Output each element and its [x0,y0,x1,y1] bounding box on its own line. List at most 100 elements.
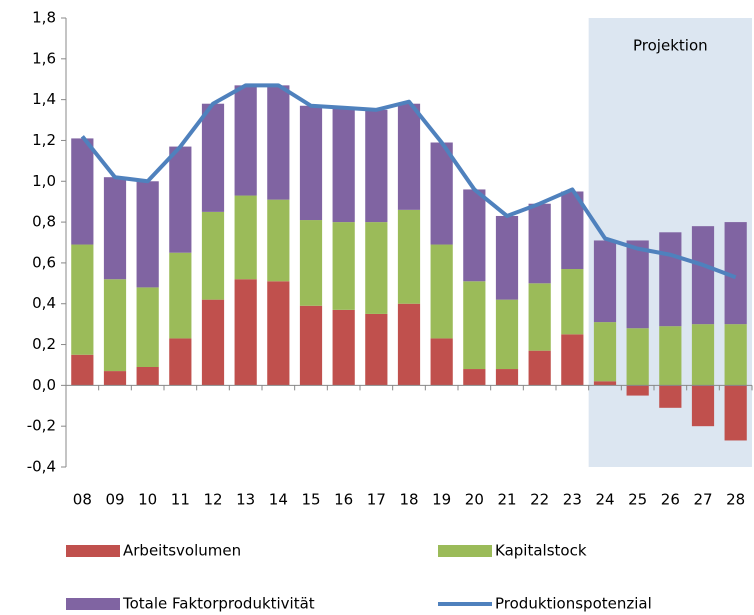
bar [332,309,355,386]
y-tick-label: -0,2 [27,417,56,435]
bar [495,369,519,386]
bar [691,226,715,325]
y-tick-label: 1,8 [32,9,56,27]
bar [136,287,159,367]
bar [528,203,551,284]
bar [593,381,617,386]
bar [332,107,355,223]
bar [267,85,290,200]
x-tick-label: 13 [236,491,255,509]
x-tick-label: 17 [367,491,386,509]
x-tick-label: 27 [693,491,712,509]
y-tick-label: 0,0 [32,376,56,394]
bar [495,299,519,370]
legend-swatch [438,545,492,557]
bar [365,109,388,223]
legend-label: Arbeitsvolumen [123,542,241,560]
bar [169,146,192,253]
legend-swatch [66,598,120,610]
projection-label: Projektion [633,37,708,55]
bar [593,240,617,323]
bar [561,191,584,270]
bar [71,138,94,245]
bar [71,244,94,355]
bar [430,244,453,339]
x-tick-label: 26 [661,491,680,509]
y-tick-label: 0,2 [32,335,56,353]
legend-swatch [66,545,120,557]
x-tick-label: 20 [465,491,484,509]
y-tick-label: -0,4 [27,458,56,476]
x-tick-label: 12 [203,491,222,509]
bar [365,313,388,386]
y-tick-label: 0,6 [32,253,56,271]
bar [561,269,584,335]
bar [299,220,323,306]
bar [201,211,225,300]
x-tick-label: 15 [301,491,320,509]
x-tick-label: 16 [334,491,353,509]
bar [234,195,257,280]
bar [234,279,257,386]
y-tick-label: 1,4 [32,90,56,108]
bar [169,338,192,386]
legend-label: Totale Faktorproduktivität [122,595,315,613]
bar [136,181,159,288]
bar [724,324,747,386]
bar [593,322,617,382]
bar [267,281,290,386]
x-tick-label: 19 [432,491,451,509]
x-tick-label: 22 [530,491,549,509]
x-tick-label: 25 [628,491,647,509]
x-tick-label: 24 [595,491,614,509]
bar [267,199,290,282]
bar [659,232,682,327]
bar [103,177,127,280]
bar [463,281,486,370]
bar [365,222,388,314]
y-tick-label: 1,2 [32,131,56,149]
bar [626,240,649,329]
y-tick-label: 1,0 [32,172,56,190]
x-tick-label: 18 [399,491,418,509]
bar [397,303,421,386]
bar [103,279,127,372]
bar [430,142,453,245]
bar [169,252,192,339]
bar [397,209,421,304]
bar [659,326,682,386]
bar [528,350,551,386]
bar [561,334,584,386]
bar [528,283,551,351]
line [80,83,737,280]
bar [495,215,519,300]
bar [626,385,649,396]
bar [332,222,355,310]
x-tick-label: 28 [726,491,745,509]
legend-label: Kapitalstock [495,542,587,560]
y-tick-label: 0,8 [32,213,56,231]
bar [299,305,323,386]
y-tick-label: 1,6 [32,49,56,67]
x-tick-label: 09 [105,491,124,509]
bar [463,369,486,386]
bar [103,371,127,386]
bar [234,85,257,196]
x-tick-label: 21 [497,491,516,509]
bar [397,103,421,210]
bar [136,366,159,386]
bar [201,299,225,386]
bar [659,385,682,408]
bar [724,385,747,441]
x-tick-label: 08 [73,491,92,509]
x-tick-label: 11 [171,491,190,509]
bar [463,189,486,282]
bar [691,385,715,427]
bar [299,105,323,221]
y-tick-label: 0,4 [32,294,56,312]
bar [430,338,453,386]
bar [724,222,747,325]
bar [626,328,649,386]
bar [691,324,715,386]
